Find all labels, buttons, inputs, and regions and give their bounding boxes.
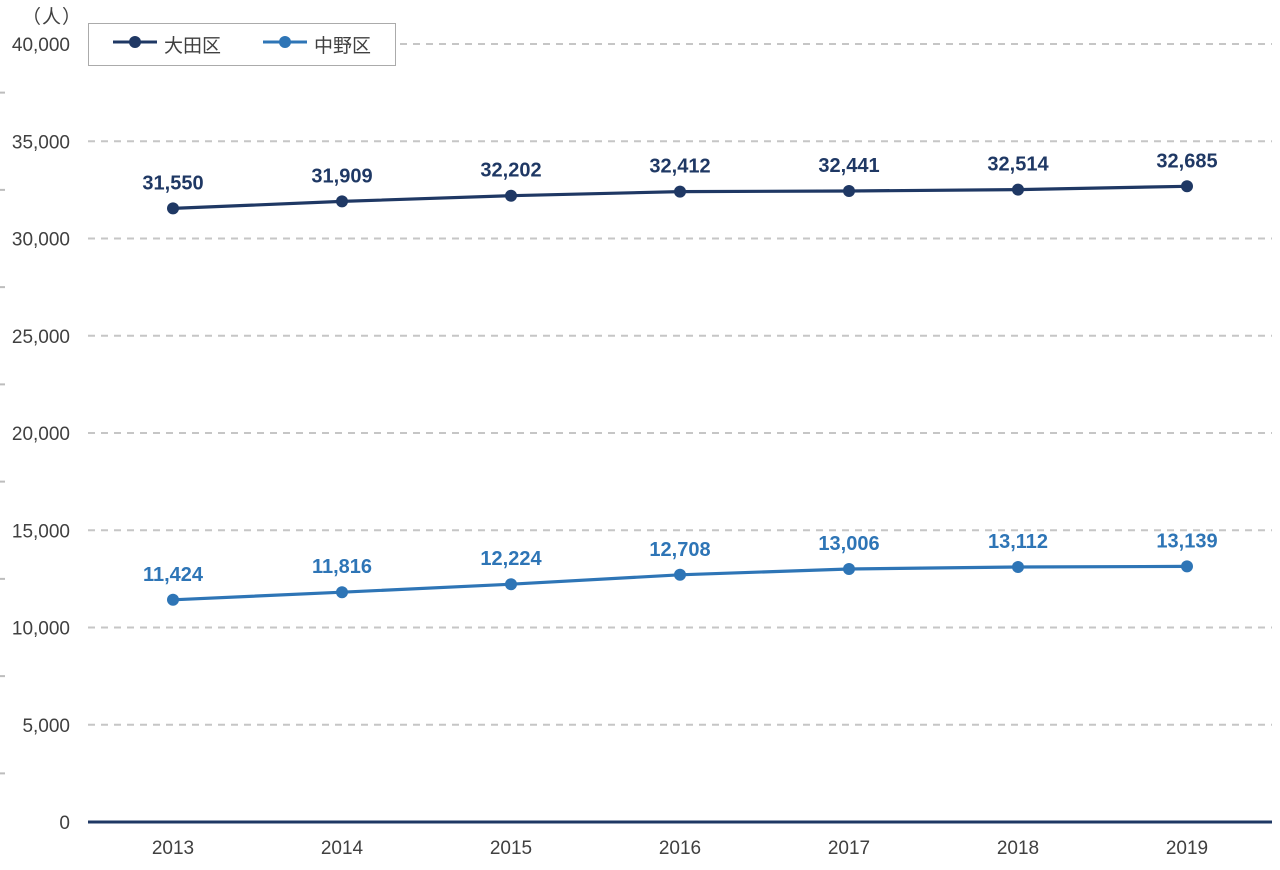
ota-ward-point-2019 [1181, 180, 1193, 193]
legend-item-ota-ward: 大田区 [112, 31, 221, 58]
line-marker-icon [263, 35, 307, 54]
ota-ward-point-2016 [674, 185, 686, 198]
ota-ward-data-label-2017: 32,441 [818, 155, 879, 177]
y-axis-unit-label: （人） [22, 7, 83, 28]
nakano-ward-data-label-2019: 13,139 [1156, 530, 1217, 552]
ota-ward-point-2017 [843, 185, 855, 197]
x-tick-label-2017: 2017 [828, 838, 870, 859]
nakano-ward-point-2015 [505, 578, 517, 591]
x-tick-label-2019: 2019 [1166, 838, 1208, 859]
legend-item-nakano-ward: 中野区 [263, 31, 371, 58]
ota-ward-data-label-2014: 31,909 [311, 165, 372, 187]
y-tick-label-15000: 15,000 [12, 521, 70, 542]
ota-ward-point-2015 [505, 189, 517, 202]
ota-ward-data-label-2019: 32,685 [1156, 150, 1217, 172]
x-tick-label-2018: 2018 [997, 838, 1039, 859]
ota-ward-point-2013 [167, 202, 179, 215]
chart-legend: 大田区 中野区 [88, 23, 396, 66]
y-tick-label-10000: 10,000 [12, 619, 70, 640]
y-tick-label-25000: 25,000 [12, 327, 70, 348]
y-tick-label-35000: 35,000 [12, 132, 70, 153]
y-tick-label-20000: 20,000 [12, 424, 70, 445]
nakano-ward-point-2017 [843, 563, 855, 575]
ota-ward-data-label-2015: 32,202 [480, 160, 541, 182]
nakano-ward-data-label-2017: 13,006 [818, 533, 879, 555]
nakano-ward-data-label-2013: 11,424 [143, 564, 204, 586]
nakano-ward-point-2013 [167, 593, 179, 606]
nakano-ward-data-label-2014: 11,816 [312, 556, 372, 578]
nakano-ward-data-label-2016: 12,708 [649, 539, 710, 561]
nakano-ward-point-2016 [674, 568, 686, 581]
nakano-ward-data-label-2015: 12,224 [480, 548, 542, 570]
nakano-ward-point-2018 [1012, 561, 1024, 573]
ota-ward-data-label-2016: 32,412 [649, 156, 710, 178]
x-tick-label-2014: 2014 [321, 838, 364, 859]
y-tick-label-30000: 30,000 [12, 230, 70, 251]
x-tick-label-2013: 2013 [152, 838, 194, 859]
nakano-ward-point-2019 [1181, 560, 1193, 573]
y-tick-label-40000: 40,000 [12, 35, 70, 56]
y-tick-label-5000: 5,000 [22, 716, 70, 737]
y-tick-label-0: 0 [59, 813, 70, 834]
ota-ward-point-2018 [1012, 183, 1024, 196]
legend-label-ota-ward: 大田区 [163, 36, 221, 57]
nakano-ward-data-label-2018: 13,112 [988, 531, 1048, 553]
nakano-ward-point-2014 [336, 586, 348, 599]
legend-label-nakano-ward: 中野区 [314, 36, 372, 57]
x-tick-label-2016: 2016 [659, 838, 701, 859]
ota-ward-point-2014 [336, 195, 348, 208]
ota-ward-data-label-2013: 31,550 [142, 172, 203, 194]
ota-ward-data-label-2018: 32,514 [987, 154, 1049, 176]
line-marker-icon [112, 35, 157, 54]
x-tick-label-2015: 2015 [490, 838, 532, 859]
